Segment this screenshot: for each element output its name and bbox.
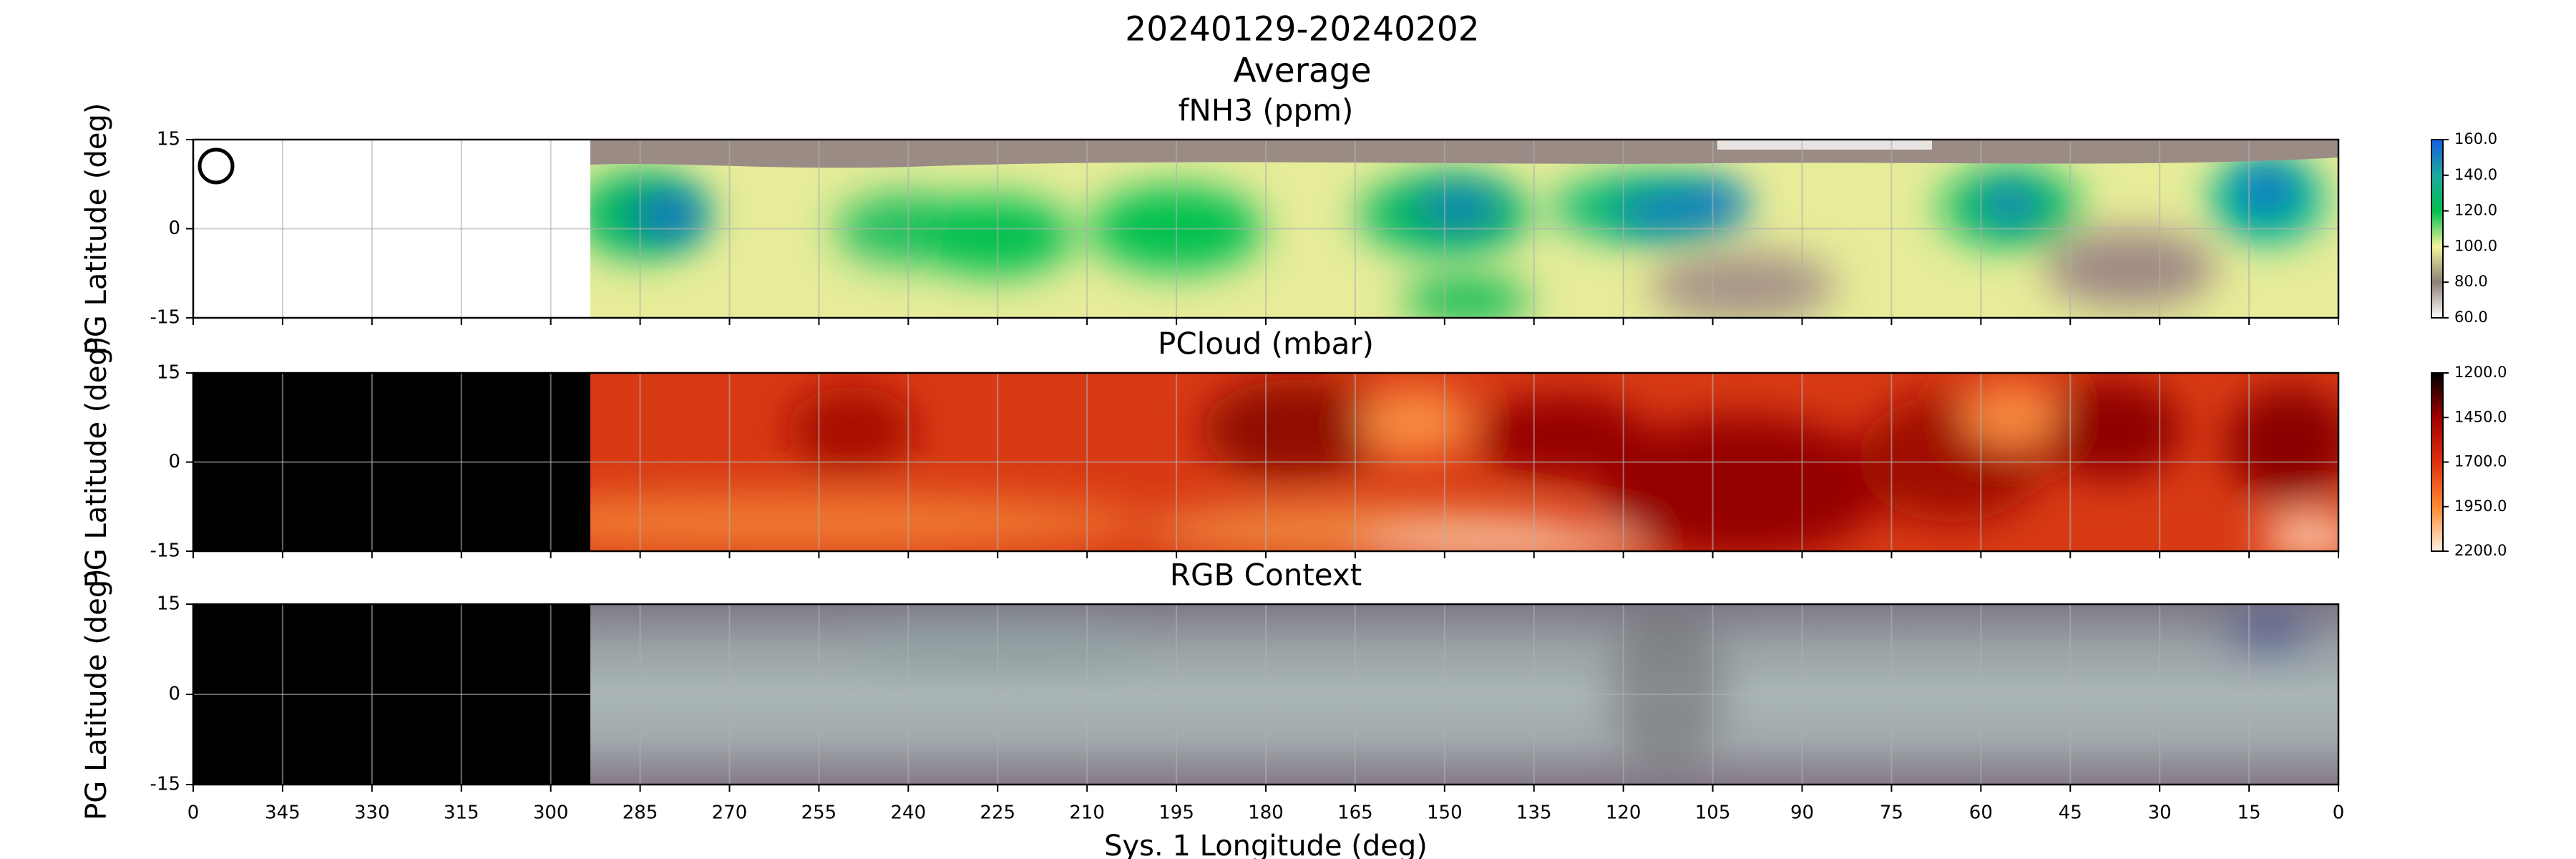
x-tick-label: 270 — [712, 802, 748, 824]
plot-frame — [192, 372, 2340, 553]
y-tick-label: 0 — [168, 218, 180, 239]
colorbar-tick-label: 60.0 — [2454, 309, 2488, 326]
colorbar-tick-label: 1200.0 — [2454, 364, 2507, 381]
figure-subtitle: Average — [1233, 52, 1371, 91]
x-tick-label: 345 — [265, 802, 301, 824]
x-tick-label: 0 — [2333, 802, 2345, 824]
x-tick-label: 225 — [980, 802, 1015, 824]
x-tick-label: 195 — [1158, 802, 1194, 824]
y-tick-label: 0 — [168, 684, 180, 705]
y-tick-label: 0 — [168, 451, 180, 472]
colorbar-tick-label: 100.0 — [2454, 237, 2497, 254]
colorbar-tick-label: 1700.0 — [2454, 453, 2507, 470]
x-tick-label: 60 — [1969, 802, 1993, 824]
panel-title: RGB Context — [1170, 558, 1362, 593]
y-axis-label: PG Latitude (deg) — [80, 336, 113, 588]
x-tick-label: 0 — [187, 802, 200, 824]
x-tick-label: 330 — [354, 802, 390, 824]
y-tick-label: -15 — [150, 540, 180, 562]
y-axis-label: PG Latitude (deg) — [80, 103, 113, 355]
x-tick-label: 315 — [444, 802, 479, 824]
y-tick-label: 15 — [157, 129, 180, 150]
colorbar — [2431, 139, 2444, 319]
y-tick-label: -15 — [150, 774, 180, 795]
colorbar-tick-label: 1450.0 — [2454, 408, 2507, 425]
x-tick-label: 300 — [533, 802, 569, 824]
colorbar — [2431, 372, 2444, 552]
colorbar-tick-label: 2200.0 — [2454, 542, 2507, 559]
x-tick-label: 15 — [2238, 802, 2261, 824]
x-tick-label: 285 — [623, 802, 658, 824]
x-tick-label: 105 — [1695, 802, 1731, 824]
x-tick-label: 180 — [1248, 802, 1284, 824]
x-tick-label: 30 — [2148, 802, 2172, 824]
x-tick-label: 165 — [1337, 802, 1373, 824]
x-axis-label: Sys. 1 Longitude (deg) — [1104, 830, 1428, 859]
x-tick-label: 240 — [891, 802, 927, 824]
y-tick-label: -15 — [150, 307, 180, 329]
x-tick-label: 75 — [1880, 802, 1903, 824]
heatmap-image — [590, 373, 2338, 551]
marker-circle — [197, 147, 235, 185]
y-tick-label: 15 — [157, 362, 180, 384]
heatmap-image — [590, 140, 2338, 318]
colorbar-tick-label: 160.0 — [2454, 130, 2497, 147]
x-tick-label: 90 — [1790, 802, 1814, 824]
x-tick-label: 120 — [1606, 802, 1641, 824]
x-tick-label: 210 — [1069, 802, 1105, 824]
colorbar-tick-label: 140.0 — [2454, 166, 2497, 183]
x-tick-label: 150 — [1427, 802, 1463, 824]
plot-frame — [192, 603, 2340, 786]
heatmap-image — [590, 604, 2338, 785]
x-tick-label: 45 — [2059, 802, 2082, 824]
colorbar-tick-label: 80.0 — [2454, 273, 2488, 290]
colorbar-tick-label: 120.0 — [2454, 202, 2497, 219]
y-tick-label: 15 — [157, 593, 180, 615]
figure-title: 20240129-20240202 — [1125, 10, 1479, 49]
x-tick-label: 255 — [801, 802, 837, 824]
plot-frame — [192, 138, 2340, 319]
x-tick-label: 135 — [1516, 802, 1552, 824]
panel-title: PCloud (mbar) — [1158, 326, 1374, 361]
colorbar-tick-label: 1950.0 — [2454, 498, 2507, 515]
panel-title: fNH3 (ppm) — [1179, 93, 1354, 128]
y-axis-label: PG Latitude (deg) — [80, 568, 113, 820]
